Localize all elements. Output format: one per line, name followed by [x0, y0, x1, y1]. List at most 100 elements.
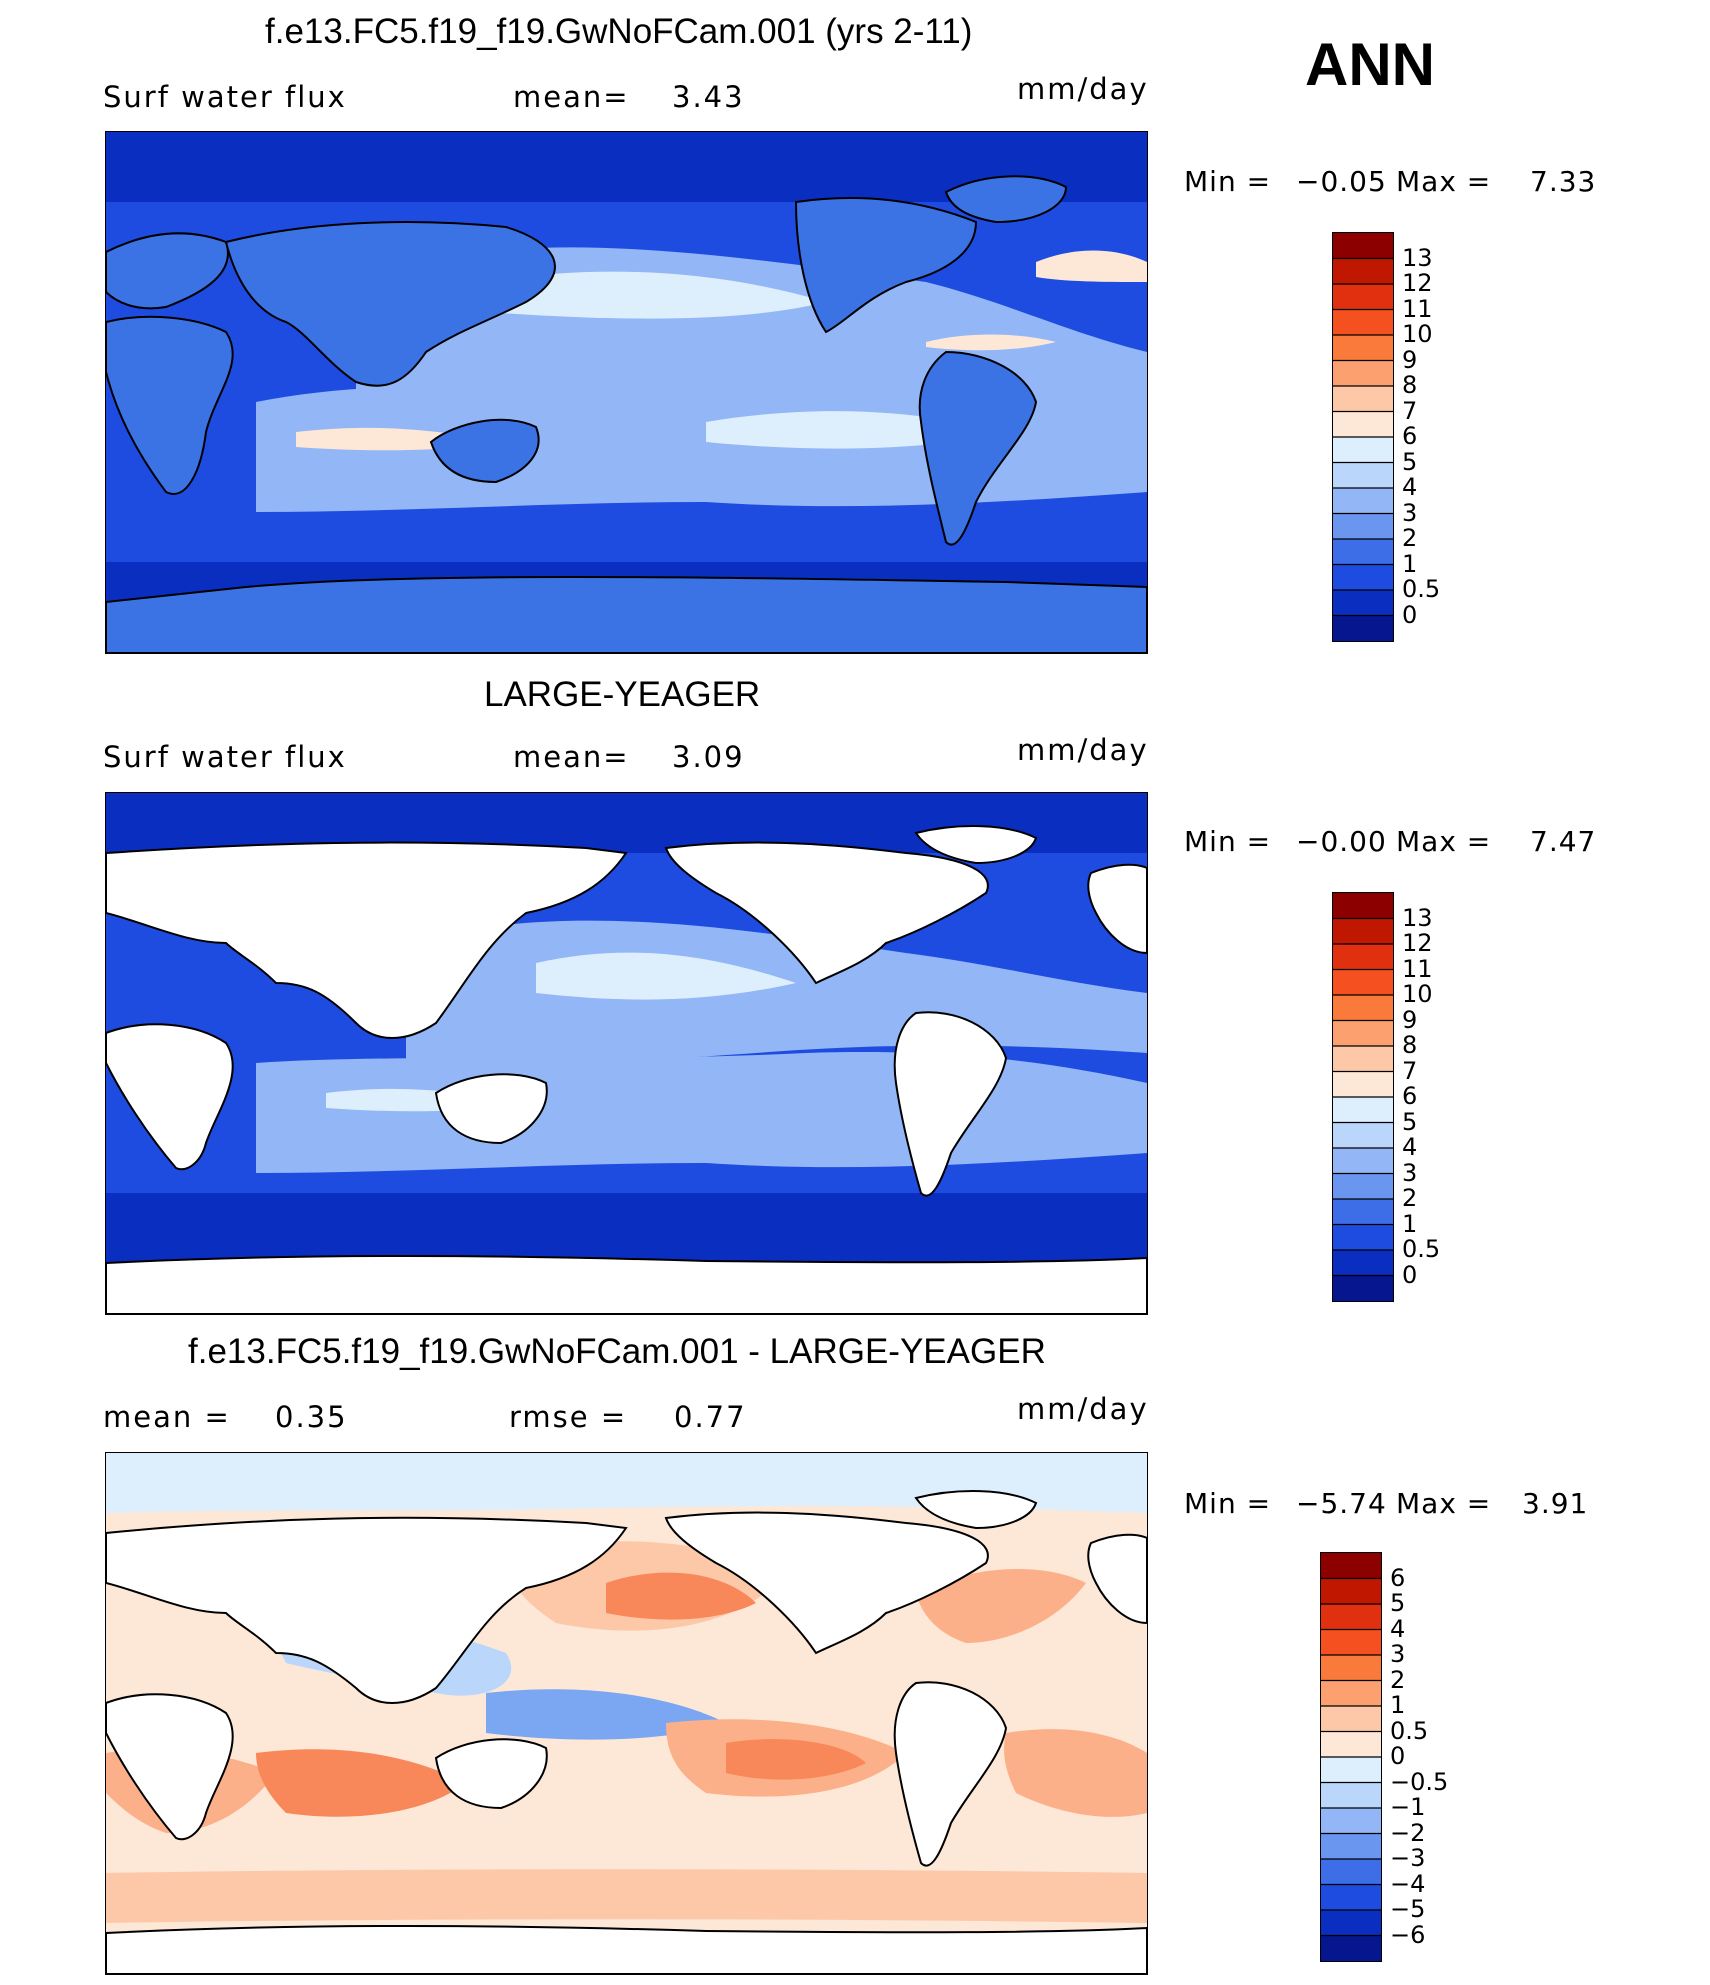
panel1-title: f.e13.FC5.f19_f19.GwNoFCam.001 (yrs 2-11… — [265, 12, 973, 51]
panel2-title: LARGE-YEAGER — [484, 675, 761, 714]
colorbar-swatch — [1333, 1173, 1393, 1200]
colorbar-label: 6 — [1390, 1563, 1406, 1592]
colorbar-swatch — [1321, 1757, 1381, 1783]
colorbar-swatch — [1333, 335, 1393, 361]
panel2-mean-label: mean= — [513, 740, 630, 774]
colorbar-label: −4 — [1390, 1869, 1426, 1898]
colorbar-label: 10 — [1402, 980, 1433, 1008]
panel3-rmse-value: 0.77 — [674, 1400, 747, 1434]
panel1-colorbar — [1332, 232, 1394, 642]
panel2-map — [105, 792, 1148, 1315]
panel3-mean-value: 0.35 — [275, 1400, 348, 1434]
colorbar-swatch — [1333, 360, 1393, 387]
colorbar-swatch — [1333, 386, 1393, 412]
colorbar-label: 5 — [1402, 447, 1418, 476]
panel3-map-field — [106, 1453, 1147, 1974]
panel2-max-label: Max = — [1396, 825, 1492, 858]
colorbar-swatch — [1333, 1122, 1393, 1149]
colorbar-label: 8 — [1402, 1031, 1418, 1059]
colorbar-label: 1 — [1402, 549, 1418, 578]
colorbar-swatch — [1321, 1884, 1381, 1911]
colorbar-label: 0 — [1390, 1742, 1406, 1770]
colorbar-label: −2 — [1390, 1818, 1426, 1847]
colorbar-label: −5 — [1390, 1895, 1426, 1923]
colorbar-swatch — [1321, 1910, 1381, 1936]
panel1-min-value: −0.05 — [1296, 165, 1387, 198]
colorbar-swatch — [1321, 1782, 1381, 1809]
panel2-variable: Surf water flux — [103, 740, 347, 774]
colorbar-swatch — [1321, 1629, 1381, 1656]
panel1-map — [105, 131, 1148, 654]
colorbar-label: 2 — [1402, 524, 1418, 552]
colorbar-label: 0.5 — [1402, 575, 1441, 603]
panel2-colorbar — [1332, 892, 1394, 1302]
season-label: ANN — [1305, 31, 1435, 98]
colorbar-label: −1 — [1390, 1793, 1426, 1821]
panel2-min-value: −0.00 — [1296, 825, 1387, 858]
colorbar-label: 12 — [1402, 929, 1433, 957]
colorbar-label: 0.5 — [1402, 1235, 1441, 1263]
colorbar-label: 13 — [1402, 903, 1433, 932]
colorbar-label: 4 — [1402, 473, 1418, 501]
panel3-units: mm/day — [1017, 1392, 1149, 1426]
colorbar-swatch — [1333, 462, 1393, 489]
colorbar-label: 1 — [1390, 1691, 1406, 1719]
colorbar-swatch — [1321, 1680, 1381, 1707]
colorbar-label: 4 — [1390, 1614, 1406, 1643]
panel1-mean-value: 3.43 — [672, 80, 745, 114]
colorbar-label: 11 — [1402, 294, 1433, 323]
colorbar-swatch — [1321, 1731, 1381, 1758]
colorbar-swatch — [1321, 1935, 1381, 1961]
colorbar-label: −0.5 — [1390, 1767, 1449, 1796]
colorbar-label: 2 — [1402, 1184, 1418, 1212]
colorbar-swatch — [1333, 1148, 1393, 1174]
panel1-max-value: 7.33 — [1530, 165, 1597, 198]
colorbar-label: 11 — [1402, 954, 1433, 983]
panel3-colorbar — [1320, 1552, 1382, 1962]
panel2-mean-value: 3.09 — [672, 740, 745, 774]
colorbar-label: 4 — [1402, 1133, 1418, 1161]
colorbar-swatch — [1333, 969, 1393, 996]
colorbar-label: 10 — [1402, 320, 1433, 348]
colorbar-swatch — [1333, 893, 1393, 919]
panel1-colorbar-labels: 13 12 11 10 9 8 7 6 5 4 3 2 1 0.5 0 — [1402, 232, 1492, 640]
colorbar-label: −3 — [1390, 1844, 1426, 1872]
colorbar-swatch — [1333, 437, 1393, 463]
colorbar-swatch — [1333, 233, 1393, 259]
colorbar-label: 5 — [1390, 1589, 1406, 1617]
colorbar-label: 0 — [1402, 600, 1418, 629]
panel1-mean-label: mean= — [513, 80, 630, 114]
colorbar-swatch — [1321, 1859, 1381, 1885]
colorbar-label: 5 — [1402, 1107, 1418, 1136]
colorbar-label: 6 — [1402, 422, 1418, 450]
colorbar-swatch — [1333, 1224, 1393, 1251]
colorbar-swatch — [1333, 944, 1393, 970]
colorbar-swatch — [1321, 1833, 1381, 1860]
colorbar-label: 9 — [1402, 345, 1418, 374]
colorbar-swatch — [1321, 1655, 1381, 1681]
colorbar-swatch — [1321, 1808, 1381, 1834]
colorbar-label: 3 — [1402, 1158, 1418, 1187]
panel3-map — [105, 1452, 1148, 1975]
colorbar-label: 3 — [1390, 1640, 1406, 1668]
panel3-max-label: Max = — [1396, 1487, 1492, 1520]
colorbar-swatch — [1333, 1199, 1393, 1225]
colorbar-label: 12 — [1402, 269, 1433, 297]
colorbar-swatch — [1333, 309, 1393, 336]
colorbar-label: 6 — [1402, 1082, 1418, 1110]
colorbar-swatch — [1333, 1046, 1393, 1072]
colorbar-label: −6 — [1390, 1920, 1426, 1949]
panel3-title: f.e13.FC5.f19_f19.GwNoFCam.001 - LARGE-Y… — [188, 1332, 1046, 1371]
colorbar-swatch — [1333, 284, 1393, 310]
colorbar-swatch — [1333, 995, 1393, 1021]
colorbar-swatch — [1333, 1250, 1393, 1276]
colorbar-swatch — [1321, 1578, 1381, 1605]
panel1-max-label: Max = — [1396, 165, 1492, 198]
colorbar-label: 8 — [1402, 371, 1418, 399]
panel2-map-field — [106, 793, 1147, 1314]
colorbar-swatch — [1321, 1553, 1381, 1579]
panel1-units: mm/day — [1017, 72, 1149, 106]
colorbar-label: 2 — [1390, 1665, 1406, 1694]
colorbar-label: 0.5 — [1390, 1716, 1429, 1745]
colorbar-label: 7 — [1402, 396, 1418, 425]
